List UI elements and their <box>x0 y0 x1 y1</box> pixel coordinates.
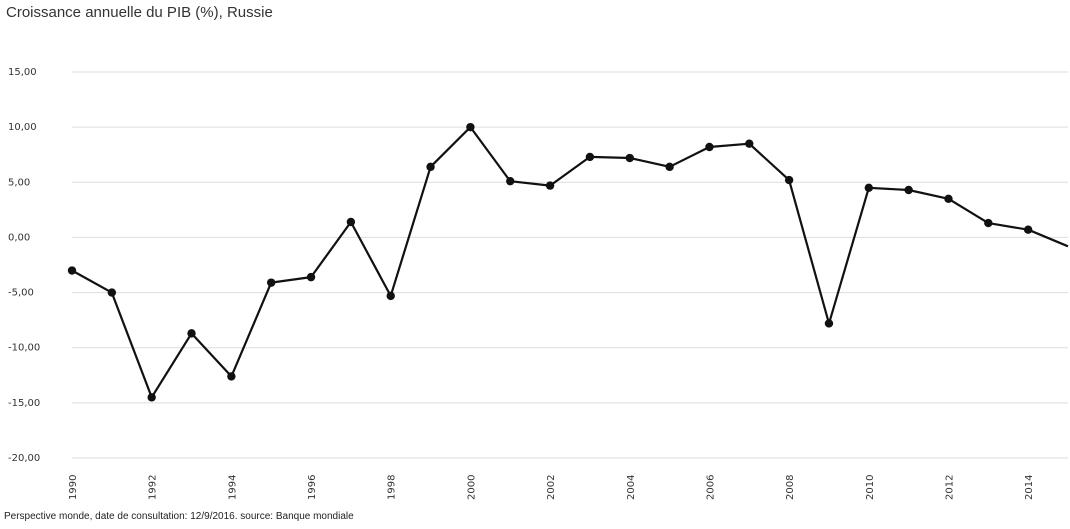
data-point <box>67 266 77 275</box>
data-point <box>466 122 475 132</box>
data-point <box>984 218 993 228</box>
data-point <box>864 183 873 192</box>
x-tick-label: 2012 <box>944 475 955 500</box>
y-tick-label: -10,00 <box>8 343 40 354</box>
x-tick-label: 2008 <box>785 475 796 500</box>
data-point <box>147 393 156 402</box>
x-tick-label: 1994 <box>227 475 238 500</box>
data-point <box>705 142 714 152</box>
data-point <box>665 162 674 172</box>
x-axis-ticks: 1990 1992 1994 1996 1998 2000 2002 2004 2006 2008… <box>68 475 1035 500</box>
data-point <box>107 288 117 297</box>
chart-source-note: Perspective monde, date de consultation:… <box>4 511 354 522</box>
data-point <box>306 272 316 282</box>
x-tick-label: 2002 <box>546 475 557 500</box>
x-tick-label: 2006 <box>705 475 716 500</box>
y-tick-label: -5,00 <box>8 288 34 299</box>
y-tick-label: 10,00 <box>8 122 37 133</box>
data-point <box>585 152 595 162</box>
data-point <box>506 176 515 186</box>
y-tick-label: -20,00 <box>8 453 40 464</box>
x-tick-label: 2014 <box>1024 475 1035 500</box>
x-tick-label: 1990 <box>68 475 79 500</box>
data-point <box>267 278 276 287</box>
y-tick-label: 5,00 <box>8 177 30 188</box>
data-point <box>944 194 953 204</box>
x-tick-label: 1992 <box>148 475 159 500</box>
data-point <box>187 329 196 338</box>
x-tick-label: 1998 <box>387 475 398 500</box>
data-point <box>904 185 913 195</box>
x-tick-label: 2000 <box>466 475 477 500</box>
data-point <box>1023 225 1033 234</box>
data-points <box>67 122 1033 402</box>
data-point <box>824 319 834 328</box>
data-point <box>784 175 794 185</box>
grid-layer <box>72 71 1068 459</box>
chart-title: Croissance annuelle du PIB (%), Russie <box>6 4 273 21</box>
data-point <box>227 372 236 381</box>
y-tick-label: 15,00 <box>8 67 37 78</box>
x-tick-label: 2010 <box>865 475 876 500</box>
data-point <box>386 291 395 301</box>
x-tick-label: 2004 <box>626 475 637 500</box>
data-point <box>625 153 634 163</box>
y-tick-label: -15,00 <box>8 398 40 409</box>
y-tick-label: 0,00 <box>8 232 30 243</box>
data-point <box>346 217 356 227</box>
y-axis-ticks: 15,00 10,00 5,00 0,00 -5,00 -10,00 -15,00 -20,0… <box>8 67 40 464</box>
x-tick-label: 1996 <box>307 475 318 500</box>
data-point <box>426 162 435 172</box>
gdp-growth-line <box>71 126 1069 399</box>
data-point <box>545 181 555 190</box>
data-point <box>745 139 754 148</box>
